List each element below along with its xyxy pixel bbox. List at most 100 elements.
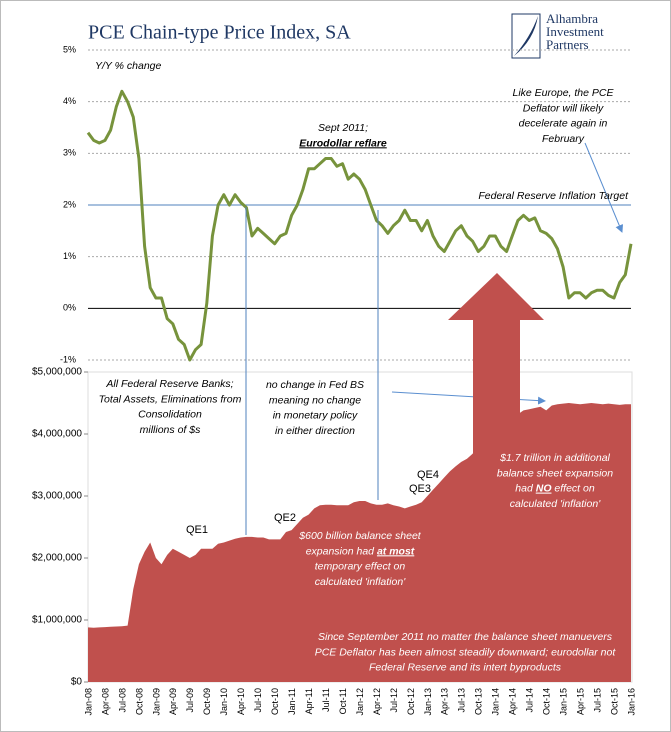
annotation: February bbox=[542, 133, 585, 145]
annotation: temporary effect on bbox=[315, 560, 406, 572]
annotation-text: QE4 bbox=[417, 469, 439, 481]
logo-box bbox=[511, 13, 541, 59]
annotation: Like Europe, the PCE bbox=[513, 87, 615, 99]
annotation: calculated 'inflation' bbox=[510, 498, 601, 510]
y-tick-label: $4,000,000 bbox=[32, 429, 82, 440]
big-arrow bbox=[448, 273, 544, 470]
annotation-text: effect on bbox=[551, 482, 594, 494]
y-tick-label: $0 bbox=[71, 677, 83, 688]
annotation: Total Assets, Eliminations from bbox=[99, 393, 242, 405]
annotation-text: Like Europe, the PCE bbox=[513, 87, 615, 99]
y-tick-label: $1,000,000 bbox=[32, 615, 82, 626]
annotation: in either direction bbox=[275, 425, 355, 437]
annotation-emphasis: Eurodollar reflare bbox=[299, 137, 387, 149]
x-tick-label: Jan-14 bbox=[491, 688, 501, 716]
annotation: QE2 bbox=[274, 512, 296, 524]
x-tick-label: Oct-11 bbox=[338, 688, 348, 714]
annotation-text: Y/Y % change bbox=[95, 60, 162, 72]
annotation-text: millions of $s bbox=[140, 424, 201, 436]
x-tick-label: Apr-12 bbox=[372, 688, 382, 715]
annotation-text: decelerate again in bbox=[519, 117, 608, 129]
annotation: $600 billion balance sheet bbox=[298, 530, 422, 542]
x-tick-label: Jan-12 bbox=[355, 688, 365, 716]
chart-title: PCE Chain-type Price Index, SA bbox=[88, 22, 351, 44]
annotation: Federal Reserve and its intert byproduct… bbox=[369, 661, 562, 673]
annotation: millions of $s bbox=[140, 424, 201, 436]
annotation-text: QE1 bbox=[186, 524, 208, 536]
annotation-text: QE2 bbox=[274, 512, 296, 524]
annotation-text: meaning no change bbox=[269, 394, 361, 406]
annotation: Sept 2011; bbox=[318, 122, 368, 134]
annotation: QE4 bbox=[417, 469, 439, 481]
annotation: Federal Reserve Inflation Target bbox=[478, 190, 629, 202]
x-tick-label: Oct-13 bbox=[474, 688, 484, 715]
annotation: QE1 bbox=[186, 524, 208, 536]
annotation-text: calculated 'inflation' bbox=[315, 576, 406, 588]
area-series bbox=[88, 403, 631, 682]
x-tick-label: Apr-13 bbox=[440, 688, 450, 715]
y-tick-label: 2% bbox=[63, 199, 76, 209]
arrow bbox=[584, 142, 624, 233]
y-tick-label: $2,000,000 bbox=[32, 553, 82, 564]
y-tick-label: $5,000,000 bbox=[32, 367, 82, 378]
annotation: $1.7 trillion in additional bbox=[499, 452, 610, 464]
annotation-text: Total Assets, Eliminations from bbox=[99, 393, 242, 405]
y-tick-label: 5% bbox=[63, 44, 76, 54]
annotation-text: temporary effect on bbox=[315, 560, 406, 572]
annotation-text: calculated 'inflation' bbox=[510, 498, 601, 510]
annotation-text: QE3 bbox=[409, 483, 431, 495]
x-tick-label: Jan-16 bbox=[626, 688, 636, 716]
annotation-text: in either direction bbox=[275, 425, 355, 437]
x-tick-label: Jul-08 bbox=[117, 688, 127, 713]
annotation: Y/Y % change bbox=[95, 60, 162, 72]
annotation: QE3 bbox=[409, 483, 431, 495]
x-tick-label: Jul-12 bbox=[389, 688, 399, 713]
annotation-text: Consolidation bbox=[138, 408, 202, 420]
x-tick-label: Oct-15 bbox=[609, 688, 619, 715]
y-tick-label: $3,000,000 bbox=[32, 491, 82, 502]
annotation-text: $1.7 trillion in additional bbox=[499, 452, 610, 464]
annotation-text: balance sheet expansion bbox=[497, 467, 613, 479]
annotation: calculated 'inflation' bbox=[315, 576, 406, 588]
x-tick-label: Oct-12 bbox=[406, 688, 416, 715]
logo bbox=[511, 13, 541, 59]
annotation-text: PCE Deflator has been almost steadily do… bbox=[315, 646, 617, 658]
x-tick-label: Apr-09 bbox=[168, 688, 178, 715]
x-tick-label: Oct-08 bbox=[134, 688, 144, 715]
y-tick-label: 0% bbox=[63, 303, 76, 313]
x-tick-label: Apr-15 bbox=[575, 688, 585, 715]
logo-text: Partners bbox=[546, 37, 589, 52]
annotation-text: Since September 2011 no matter the balan… bbox=[318, 631, 613, 643]
x-tick-label: Jan-13 bbox=[423, 688, 433, 716]
y-tick-label: -1% bbox=[60, 354, 76, 364]
annotation: All Federal Reserve Banks; bbox=[105, 378, 233, 390]
x-tick-label: Apr-10 bbox=[236, 688, 246, 715]
annotation: balance sheet expansion bbox=[497, 467, 613, 479]
y-tick-label: 1% bbox=[63, 251, 76, 261]
annotation: Since September 2011 no matter the balan… bbox=[318, 631, 613, 643]
x-tick-label: Jan-11 bbox=[287, 688, 297, 715]
x-tick-label: Apr-11 bbox=[304, 688, 314, 714]
annotation: in monetary policy bbox=[273, 409, 358, 421]
annotation-text: Federal Reserve and its intert byproduct… bbox=[369, 661, 562, 673]
annotation-text: had bbox=[515, 482, 535, 494]
annotation-text: Deflator will likely bbox=[523, 102, 604, 114]
annotation: decelerate again in bbox=[519, 117, 608, 129]
logo-text: Investment bbox=[546, 24, 604, 39]
x-tick-label: Jul-14 bbox=[525, 688, 535, 713]
x-tick-label: Jul-09 bbox=[185, 688, 195, 713]
line-series bbox=[86, 89, 633, 362]
x-tick-label: Oct-09 bbox=[202, 688, 212, 715]
annotation-text: expansion had bbox=[306, 545, 377, 557]
annotation-text: February bbox=[542, 133, 585, 145]
annotation: no change in Fed BS bbox=[266, 379, 364, 391]
annotation: Eurodollar reflare bbox=[299, 137, 387, 149]
annotation-text: $600 billion balance sheet bbox=[298, 530, 422, 542]
x-tick-label: Jan-08 bbox=[83, 688, 93, 716]
x-tick-label: Oct-10 bbox=[270, 688, 280, 715]
annotation-text: Federal Reserve Inflation Target bbox=[478, 190, 629, 202]
annotation-text: Sept 2011; bbox=[318, 122, 368, 134]
annotation-text: no change in Fed BS bbox=[266, 379, 364, 391]
